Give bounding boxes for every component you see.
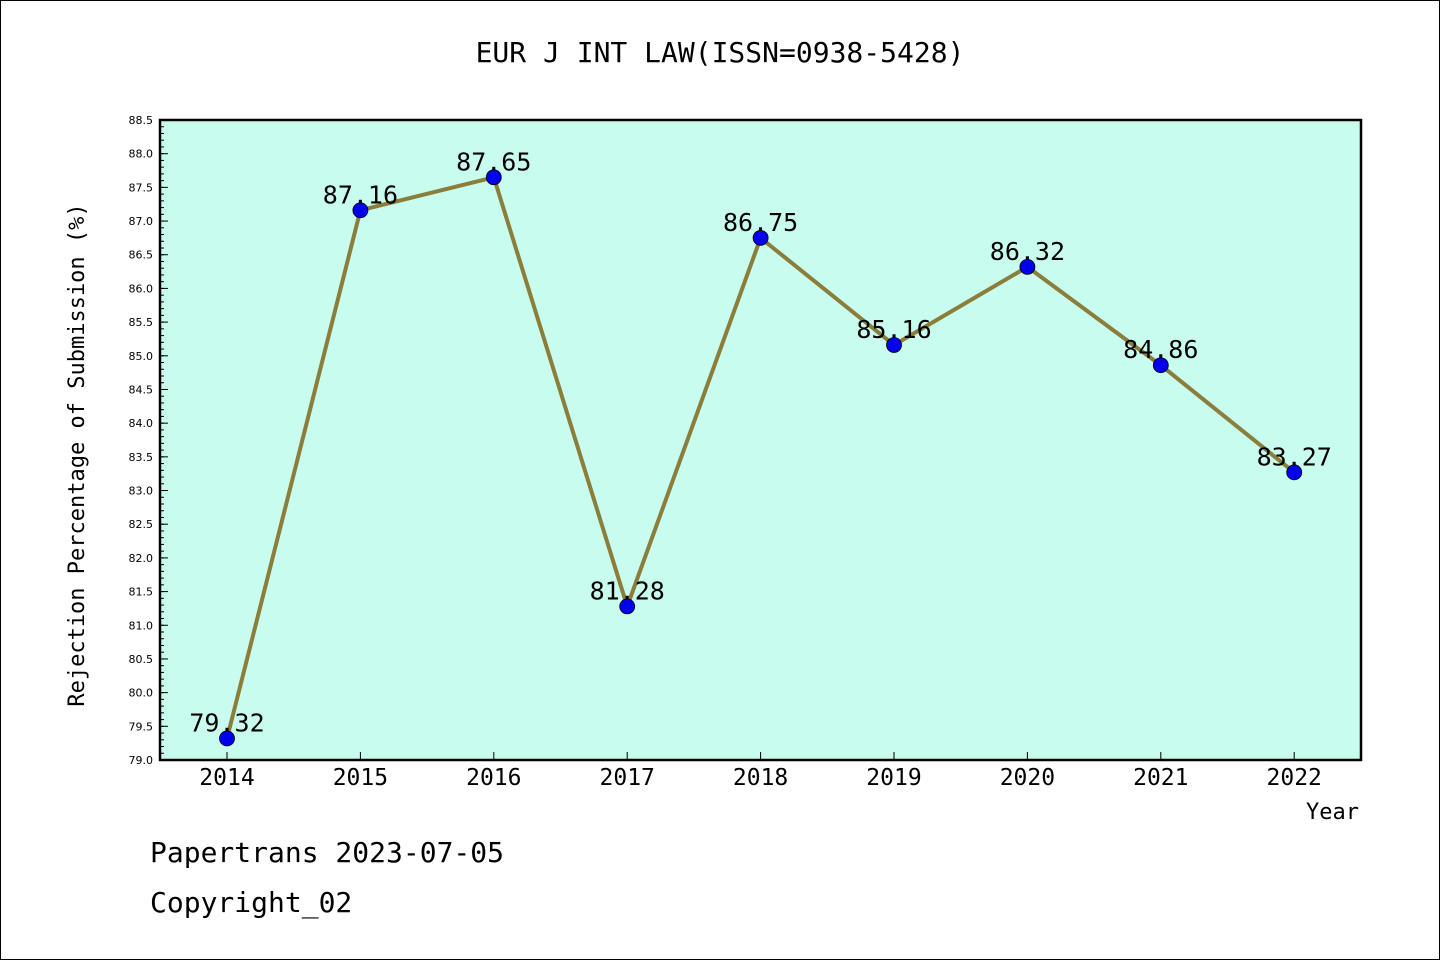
data-point — [352, 202, 369, 219]
y-tick-label: 79.0 — [129, 754, 154, 767]
y-tick-label: 82.0 — [129, 552, 154, 565]
data-label: 86.32 — [990, 237, 1065, 266]
y-tick-label: 88.5 — [129, 114, 154, 127]
y-tick-label: 84.0 — [129, 417, 154, 430]
y-tick-label: 85.0 — [129, 350, 154, 363]
data-point — [1152, 357, 1169, 374]
x-tick-label: 2016 — [466, 765, 521, 791]
y-tick-label: 79.5 — [129, 720, 154, 733]
data-point — [886, 337, 902, 353]
data-label: 81.28 — [590, 576, 665, 605]
data-label: 85.16 — [856, 315, 931, 344]
data-point — [1019, 258, 1036, 275]
data-point — [219, 730, 235, 747]
x-tick-label: 2020 — [1000, 765, 1055, 791]
x-tick-label: 2019 — [866, 765, 921, 791]
y-tick-label: 86.5 — [129, 249, 154, 262]
y-tick-label: 85.5 — [129, 316, 154, 329]
data-label: 84.86 — [1123, 335, 1198, 364]
y-tick-label: 80.5 — [129, 653, 154, 666]
x-tick-label: 2014 — [199, 765, 254, 791]
chart-title: EUR J INT LAW(ISSN=0938-5428) — [475, 36, 965, 69]
data-label: 87.65 — [456, 147, 531, 176]
y-tick-label: 81.0 — [129, 619, 154, 632]
series-group: 79.32 87.16 87.65 81.28 86.75 85.16 86.32 84.86… — [189, 147, 1332, 747]
data-label: 83.27 — [1257, 442, 1332, 471]
y-tick-label: 87.0 — [129, 215, 154, 228]
plot-area — [158, 118, 1363, 762]
x-tick-label: 2022 — [1267, 765, 1322, 791]
x-tick-label: 2021 — [1133, 765, 1188, 791]
data-point — [485, 169, 502, 186]
y-tick-label: 83.5 — [129, 451, 154, 464]
data-point — [752, 229, 769, 246]
y-axis: 79.0 79.5 80.0 80.5 81.0 81.5 82.0 82.5 83.0 83.5… — [129, 114, 168, 767]
x-axis: 2014 2015 2016 2017 2018 2019 2020 2021 2022 — [199, 752, 1322, 791]
data-label: 79.32 — [189, 708, 264, 737]
footer-source: Papertrans 2023-07-05 — [150, 836, 505, 869]
data-point — [619, 598, 636, 615]
y-axis-label: Rejection Percentage of Submission (%) — [65, 203, 90, 706]
y-tick-label: 80.0 — [129, 687, 154, 700]
x-axis-label: Year — [1306, 800, 1359, 825]
y-tick-label: 82.5 — [129, 518, 154, 531]
y-tick-label: 81.5 — [129, 586, 154, 599]
y-tick-label: 83.0 — [129, 485, 154, 498]
x-tick-label: 2018 — [733, 765, 788, 791]
footer-copyright: Copyright_02 — [150, 886, 353, 919]
data-point — [1286, 464, 1303, 481]
y-tick-label: 87.5 — [129, 181, 154, 194]
data-label: 87.16 — [323, 180, 398, 209]
y-tick-label: 84.5 — [129, 383, 154, 396]
x-tick-label: 2015 — [333, 765, 388, 791]
y-tick-label: 86.0 — [129, 282, 154, 295]
y-tick-label: 88.0 — [129, 148, 154, 161]
x-tick-label: 2017 — [600, 765, 655, 791]
data-label: 86.75 — [723, 208, 798, 237]
